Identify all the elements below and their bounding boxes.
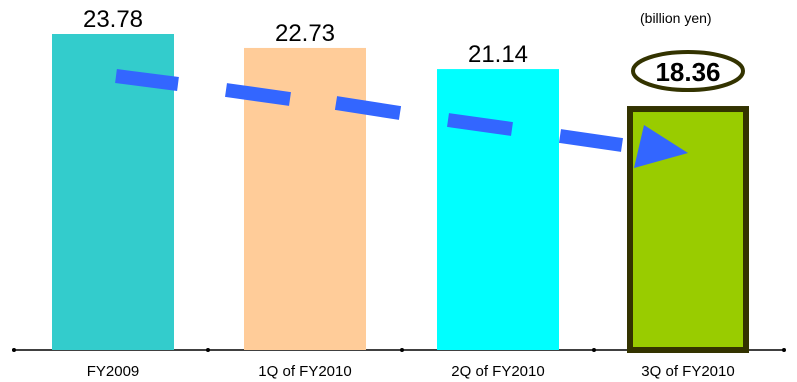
- x-axis-tick-3: [592, 348, 596, 352]
- x-axis-tick-4: [782, 348, 786, 352]
- trend-arrow-dash-2: [334, 96, 402, 120]
- trend-arrow-dash-4: [558, 129, 624, 152]
- category-label-2: 2Q of FY2010: [451, 363, 544, 380]
- unit-label: (billion yen): [640, 10, 712, 26]
- value-label-2: 21.14: [468, 41, 528, 68]
- category-label-1: 1Q of FY2010: [258, 363, 351, 380]
- value-label-3: 18.36: [655, 57, 720, 87]
- x-axis-tick-0: [12, 348, 16, 352]
- category-label-3: 3Q of FY2010: [641, 363, 734, 380]
- x-axis-tick-1: [206, 348, 210, 352]
- trend-arrow-dash-0: [115, 69, 179, 91]
- trend-arrow-dash-3: [447, 113, 513, 136]
- value-label-1: 22.73: [275, 20, 335, 47]
- x-axis-tick-2: [400, 348, 404, 352]
- value-label-0: 23.78: [83, 6, 143, 33]
- trend-arrow-dash-1: [225, 83, 291, 106]
- highlight-ellipse: [631, 50, 745, 92]
- bar-2: [437, 69, 559, 351]
- trend-arrowhead: [634, 125, 688, 168]
- category-label-0: FY2009: [87, 363, 140, 380]
